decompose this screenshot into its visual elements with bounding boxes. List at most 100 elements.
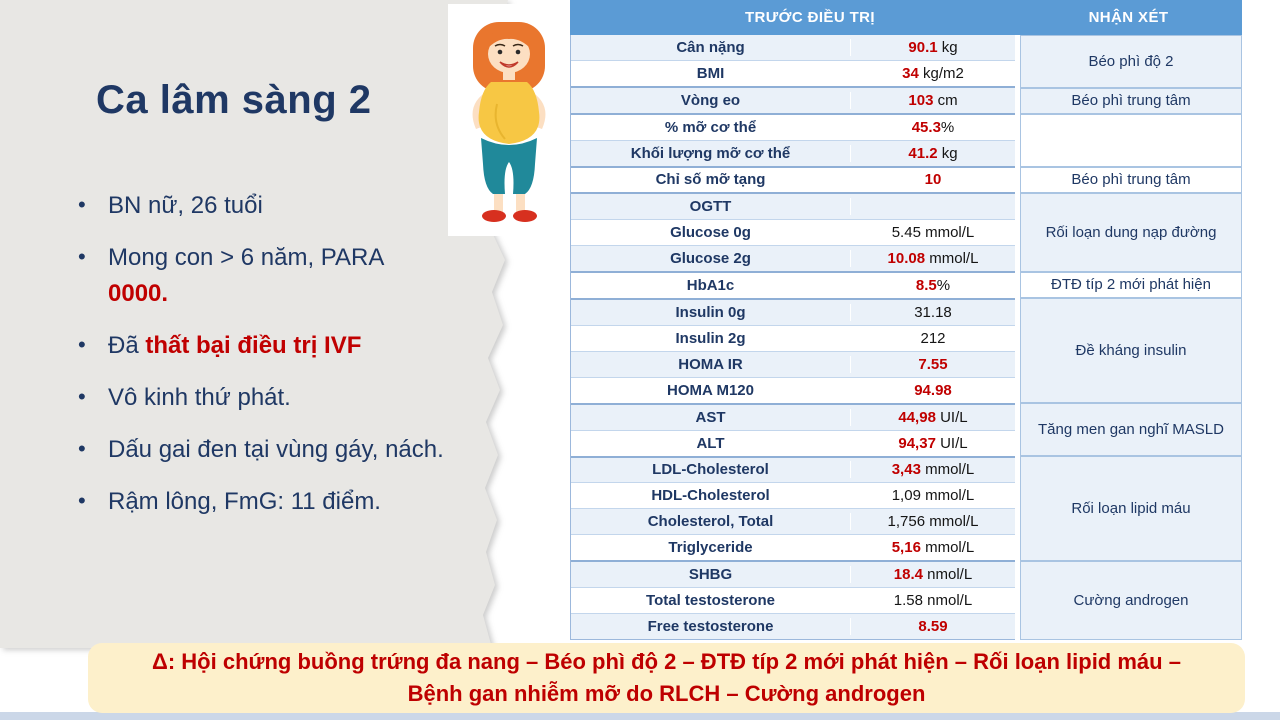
row-label: Cân nặng xyxy=(571,38,851,56)
row-value: 44,98 UI/L xyxy=(851,409,1015,426)
table-body: Cân nặng 90.1 kg BMI 34 kg/m2 Vòng eo 103 cm%… xyxy=(570,35,1015,640)
bottom-strip xyxy=(0,712,1280,720)
bullet-marker: • xyxy=(78,192,86,217)
row-label: OGTT xyxy=(571,198,851,216)
row-value: 10 xyxy=(851,171,1015,188)
text-segment: % xyxy=(940,118,955,136)
bullet-item: • Rậm lông, FmG: 11 điểm. xyxy=(78,484,508,520)
bullet-marker: • xyxy=(78,332,86,357)
row-label: % mỡ cơ thể xyxy=(571,118,851,136)
row-label: Free testosterone xyxy=(571,617,851,635)
text-segment: Đã xyxy=(108,332,146,359)
text-segment: thất bại điều trị IVF xyxy=(145,332,362,359)
text-segment: 94.98 xyxy=(914,381,952,399)
row-value: 94,37 UI/L xyxy=(851,435,1015,452)
row-value: 8.59 xyxy=(851,618,1015,635)
header-remark: NHẬN XÉT xyxy=(1088,9,1169,26)
diagnosis-line-2: Bệnh gan nhiễm mỡ do RLCH – Cường androg… xyxy=(407,681,926,706)
remark-cell: ĐTĐ típ 2 mới phát hiện xyxy=(1020,271,1242,299)
text-segment: BN nữ, 26 tuổi xyxy=(108,192,263,219)
row-value: 1.58 nmol/L xyxy=(851,592,1015,609)
table-row: Total testosterone 1.58 nmol/L xyxy=(571,587,1015,613)
text-segment: 5.45 mmol/L xyxy=(891,224,975,242)
row-value: 5,16 mmol/L xyxy=(851,539,1015,556)
table-row: Khối lượng mỡ cơ thể 41.2 kg xyxy=(571,139,1015,166)
bullet-text: Mong con > 6 năm, PARA 0000. xyxy=(108,240,508,312)
table-row: ALT 94,37 UI/L xyxy=(571,429,1015,456)
text-segment: 5,16 xyxy=(891,539,921,557)
text-segment: mmol/L xyxy=(920,461,975,479)
row-value: 1,756 mmol/L xyxy=(851,513,1015,530)
page-title: Ca lâm sàng 2 xyxy=(96,78,372,122)
text-segment: 41.2 xyxy=(908,144,938,162)
diagnosis-banner: Δ: Hội chứng buồng trứng đa nang – Béo p… xyxy=(88,643,1245,713)
table-row: Free testosterone 8.59 xyxy=(571,612,1015,639)
text-segment: 1.58 nmol/L xyxy=(893,591,973,609)
text-segment: 3,43 xyxy=(891,461,921,479)
text-segment: 8.59 xyxy=(918,617,948,635)
row-value: 94.98 xyxy=(851,382,1015,399)
table-row: Chỉ số mỡ tạng 10 xyxy=(571,165,1015,193)
table-row: % mỡ cơ thể 45.3% xyxy=(571,112,1015,140)
bullet-marker: • xyxy=(78,244,86,269)
bullet-marker: • xyxy=(78,436,86,461)
text-segment: 34 xyxy=(902,64,919,82)
text-segment: Mong con > 6 năm, PARA xyxy=(108,244,385,271)
table-header: TRƯỚC ĐIỀU TRỊ NHẬN XÉT xyxy=(570,0,1242,35)
remark-cell: Tăng men gan nghĩ MASLD xyxy=(1020,403,1242,456)
row-label: Glucose 2g xyxy=(571,250,851,268)
row-value: 103 cm xyxy=(851,92,1015,109)
row-value: 5.45 mmol/L xyxy=(851,224,1015,241)
table-row: Cân nặng 90.1 kg xyxy=(571,35,1015,60)
remark-cell xyxy=(1020,113,1242,167)
row-label: HbA1c xyxy=(571,277,851,295)
diagnosis-line-1: Δ: Hội chứng buồng trứng đa nang – Béo p… xyxy=(152,649,1181,675)
table-row: SHBG 18.4 nmol/L xyxy=(571,560,1015,588)
patient-illustration xyxy=(448,4,570,236)
row-value: 8.5% xyxy=(851,277,1015,294)
row-label: Insulin 0g xyxy=(571,304,851,322)
row-value: 90.1 kg xyxy=(851,39,1015,56)
bullet-marker: • xyxy=(78,384,86,409)
remark-cell: Béo phì trung tâm xyxy=(1020,166,1242,193)
text-segment: Vô kinh thứ phát. xyxy=(108,384,291,411)
header-before-treatment: TRƯỚC ĐIỀU TRỊ xyxy=(744,9,875,26)
table-row: HOMA IR 7.55 xyxy=(571,350,1015,377)
row-label: Vòng eo xyxy=(571,91,851,109)
row-value: 34 kg/m2 xyxy=(851,65,1015,82)
row-label: HOMA M120 xyxy=(571,381,851,399)
text-segment: 10 xyxy=(924,171,942,189)
text-segment: % xyxy=(936,277,951,295)
table-row: Triglyceride 5,16 mmol/L xyxy=(571,534,1015,561)
bullet-text: Dấu gai đen tại vùng gáy, nách. xyxy=(108,432,508,468)
text-segment: kg/m2 xyxy=(918,64,964,82)
text-segment: Dấu gai đen tại vùng gáy, nách. xyxy=(108,436,444,463)
text-segment: 103 xyxy=(908,91,934,109)
remark-cell: Đề kháng insulin xyxy=(1020,298,1242,404)
row-label: SHBG xyxy=(571,566,851,584)
results-table: TRƯỚC ĐIỀU TRỊ NHẬN XÉT Cân nặng 90.1 kg B… xyxy=(570,0,1242,640)
table-row: Insulin 2g 212 xyxy=(571,324,1015,351)
row-value: 41.2 kg xyxy=(851,145,1015,162)
text-segment: 18.4 xyxy=(893,566,923,584)
bullet-text: Rậm lông, FmG: 11 điểm. xyxy=(108,484,508,520)
row-label: BMI xyxy=(571,64,851,82)
text-segment: nmol/L xyxy=(923,566,973,584)
text-segment: cm xyxy=(933,91,958,109)
remark-cell: Rối loạn lipid máu xyxy=(1020,455,1242,562)
row-label: Triglyceride xyxy=(571,539,851,557)
text-segment: 45.3 xyxy=(911,118,941,136)
row-label: AST xyxy=(571,408,851,426)
remark-cell: Béo phì độ 2 xyxy=(1020,35,1242,88)
row-value: 3,43 mmol/L xyxy=(851,461,1015,478)
table-row: LDL-Cholesterol 3,43 mmol/L xyxy=(571,455,1015,483)
row-label: Cholesterol, Total xyxy=(571,513,851,531)
bullet-item: • Dấu gai đen tại vùng gáy, nách. xyxy=(78,432,508,468)
row-value: 10.08 mmol/L xyxy=(851,250,1015,267)
remark-cell: Cường androgen xyxy=(1020,561,1242,640)
row-label: Chỉ số mỡ tạng xyxy=(571,171,851,189)
text-segment: 90.1 xyxy=(908,38,938,56)
row-label: Glucose 0g xyxy=(571,224,851,242)
remark-cell: Rối loạn dung nạp đường xyxy=(1020,192,1242,272)
obese-woman-cartoon-icon xyxy=(472,22,546,222)
